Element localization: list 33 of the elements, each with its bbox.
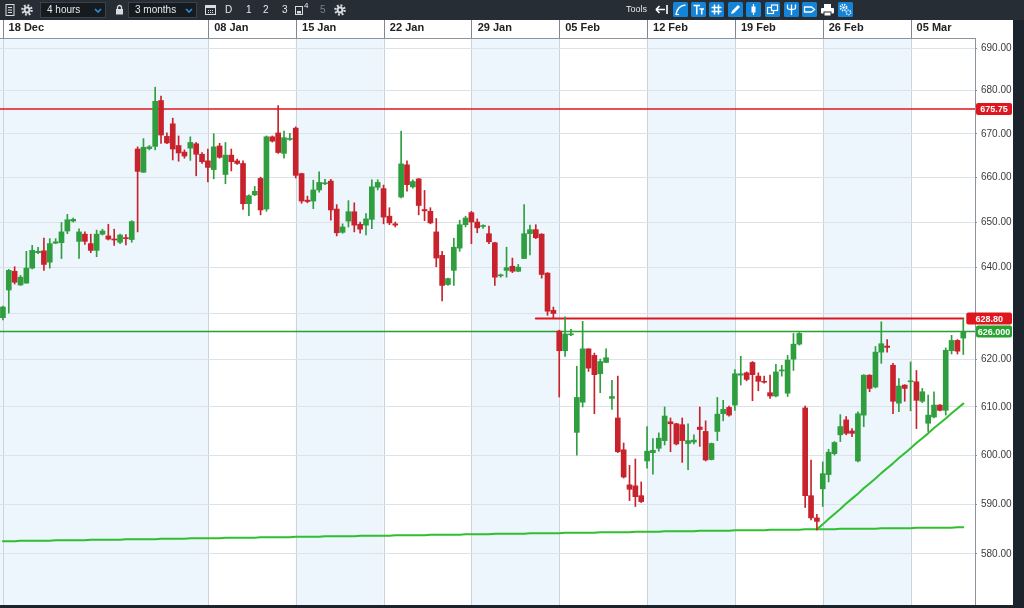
x-tick-label: 05 Mar [916, 21, 953, 34]
data-label: 628.80 [975, 313, 1003, 324]
y-tick-label: 670.00 [981, 127, 1013, 139]
y-tick-label: 690.00 [981, 41, 1013, 53]
y-tick-label: 640.00 [981, 260, 1013, 272]
dropdown-field: 3 months [128, 2, 197, 18]
x-tick-label: 22 Jan [389, 21, 425, 34]
text: Tools [626, 3, 648, 15]
x-tick-label: 18 Dec [8, 21, 45, 34]
ref-line-label: 675.75 [980, 103, 1008, 114]
y-tick-label: 620.00 [981, 353, 1013, 365]
x-tick-label: 08 Jan [214, 21, 249, 34]
x-tick-label: 29 Jan [477, 21, 513, 34]
y-tick-label: 650.00 [981, 215, 1013, 227]
y-tick-label: 580.00 [981, 547, 1013, 559]
text: 3 [282, 4, 288, 16]
text: 5 [320, 4, 326, 16]
dropdown-field: 4 hours [40, 2, 106, 18]
y-tick-label: 610.00 [981, 400, 1013, 412]
text: 2 [263, 4, 269, 16]
text: 1 [246, 4, 252, 16]
x-tick-label: 15 Jan [302, 21, 337, 34]
y-tick-label: 590.00 [981, 497, 1013, 509]
x-tick-label: 19 Feb [740, 21, 777, 34]
text: 4 [304, 0, 309, 12]
x-tick-label: 12 Feb [653, 21, 689, 34]
y-tick-label: 600.00 [981, 448, 1013, 460]
x-tick-label: 26 Feb [828, 21, 864, 34]
y-tick-label: 660.00 [981, 171, 1013, 183]
y-tick-label: 680.00 [981, 84, 1013, 96]
text: D [225, 4, 233, 16]
ref-line-label: 626.000 [977, 326, 1011, 337]
x-tick-label: 05 Feb [565, 21, 601, 34]
